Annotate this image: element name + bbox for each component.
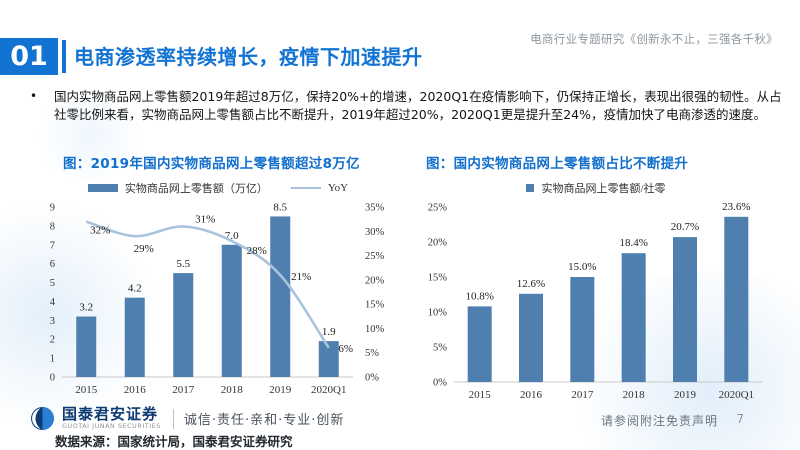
svg-text:10%: 10% [428,308,448,319]
brand-name-cn: 国泰君安证券 [62,404,159,423]
svg-text:7: 7 [50,240,55,251]
svg-text:30%: 30% [365,227,385,238]
svg-text:0%: 0% [365,373,379,384]
svg-text:25%: 25% [365,251,385,262]
bar-legend-label: 实物商品网上零售额/社零 [541,183,666,195]
left-chart-title: 图：2019年国内实物商品网上零售额超过8万亿 [63,156,360,172]
svg-text:1: 1 [50,354,55,365]
svg-text:3: 3 [50,316,55,327]
data-source-note: 数据来源：国家统计局，国泰君安证券研究 [55,434,293,449]
svg-text:2: 2 [50,335,55,346]
page-title: 电商渗透率持续增长，疫情下加速提升 [74,45,423,69]
brand-name: 国泰君安证券 GUOTAI JUNAN SECURITIES [62,404,161,430]
disclaimer-note: 请参阅附注免责声明 [600,414,718,428]
section-number-badge: 01 [0,38,58,75]
svg-text:2016: 2016 [520,389,543,401]
svg-text:3.2: 3.2 [79,302,93,314]
brand-name-en: GUOTAI JUNAN SECURITIES [62,422,161,430]
title-separator [62,40,66,73]
bar-legend-swatch [87,184,118,192]
page-number: 7 [736,412,744,426]
svg-text:2019: 2019 [269,384,292,396]
svg-text:2019: 2019 [674,389,697,401]
bullet-paragraph: • 国内实物商品网上零售额2019年超过8万亿，保持20%+的增速，2020Q1… [30,88,782,124]
right-chart-plot: 0% 5% 10% 15% 20% 25% 2015 2016 2017 2018 2019 2020… [428,201,762,401]
right-chart: 图：国内实物商品网上零售额占比不断提升 实物商品网上零售额/社零 0% 5% 10%… [416,152,776,417]
svg-text:15%: 15% [365,300,385,311]
svg-text:23.6%: 23.6% [722,201,750,213]
bar-legend-swatch [526,184,535,192]
svg-text:15%: 15% [428,273,448,284]
svg-text:9: 9 [50,203,55,214]
svg-text:8: 8 [50,221,55,232]
svg-text:10.8%: 10.8% [465,290,493,302]
svg-text:5.5: 5.5 [176,258,190,270]
svg-text:2017: 2017 [571,389,594,401]
guotai-junan-logo-icon [31,407,54,430]
svg-text:5%: 5% [365,348,379,359]
svg-text:2015: 2015 [75,384,98,396]
bullet-marker: • [30,89,38,103]
svg-text:18.4%: 18.4% [619,237,647,249]
left-chart: 图：2019年国内实物商品网上零售额超过8万亿 实物商品网上零售额（万亿） Yo… [35,152,401,411]
svg-text:25%: 25% [428,203,448,214]
svg-text:5: 5 [50,278,55,289]
bullet-text: 国内实物商品网上零售额2019年超过8万亿，保持20%+的增速，2020Q1在疫… [54,89,782,122]
left-chart-legend: 实物商品网上零售额（万亿） YoY [35,181,401,195]
report-series-note: 电商行业专题研究《创新永不止，三强各千秋》 [530,32,778,46]
svg-text:2020Q1: 2020Q1 [719,389,754,401]
svg-text:2015: 2015 [469,389,492,401]
svg-text:28%: 28% [247,245,267,257]
svg-text:2018: 2018 [623,389,646,401]
svg-text:6%: 6% [338,343,353,355]
svg-text:35%: 35% [365,203,385,214]
brand-slogan: 诚信·责任·亲和·专业·创新 [183,413,345,428]
svg-text:21%: 21% [291,271,311,283]
svg-text:31%: 31% [195,213,215,225]
right-chart-legend: 实物商品网上零售额/社零 [416,181,776,195]
right-chart-title: 图：国内实物商品网上零售额占比不断提升 [426,156,689,172]
svg-text:5%: 5% [433,343,447,354]
svg-text:20%: 20% [365,275,385,286]
footer-brand: 国泰君安证券 GUOTAI JUNAN SECURITIES 诚信·责任·亲和·… [30,406,344,431]
svg-text:0: 0 [50,373,55,384]
svg-text:2016: 2016 [124,384,147,396]
svg-text:15.0%: 15.0% [568,261,596,273]
svg-text:20.7%: 20.7% [671,221,699,233]
svg-text:10%: 10% [365,324,385,335]
footer-divider [172,408,174,429]
svg-text:4.2: 4.2 [128,283,142,295]
left-chart-plot: 0 1 2 3 4 5 6 7 8 9 0% 5% 10% 15% 20% 25% 30% 35% 2015 2016… [50,201,385,396]
svg-text:0%: 0% [433,378,447,389]
svg-text:4: 4 [50,297,56,308]
svg-text:6: 6 [50,259,55,270]
svg-text:2017: 2017 [172,384,195,396]
bar-legend-label: 实物商品网上零售额（万亿） [124,183,268,195]
svg-text:8.5: 8.5 [273,201,287,213]
svg-text:12.6%: 12.6% [517,278,545,290]
line-legend-label: YoY [327,182,349,194]
svg-text:32%: 32% [90,225,110,237]
svg-text:29%: 29% [134,243,154,255]
svg-text:2020Q1: 2020Q1 [311,384,346,396]
svg-text:20%: 20% [428,238,448,249]
svg-text:1.9: 1.9 [322,326,336,338]
line-legend-swatch [290,186,321,190]
svg-text:2018: 2018 [221,384,244,396]
